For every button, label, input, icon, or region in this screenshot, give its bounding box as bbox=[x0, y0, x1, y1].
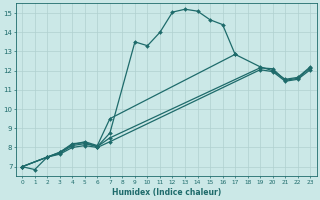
X-axis label: Humidex (Indice chaleur): Humidex (Indice chaleur) bbox=[112, 188, 221, 197]
